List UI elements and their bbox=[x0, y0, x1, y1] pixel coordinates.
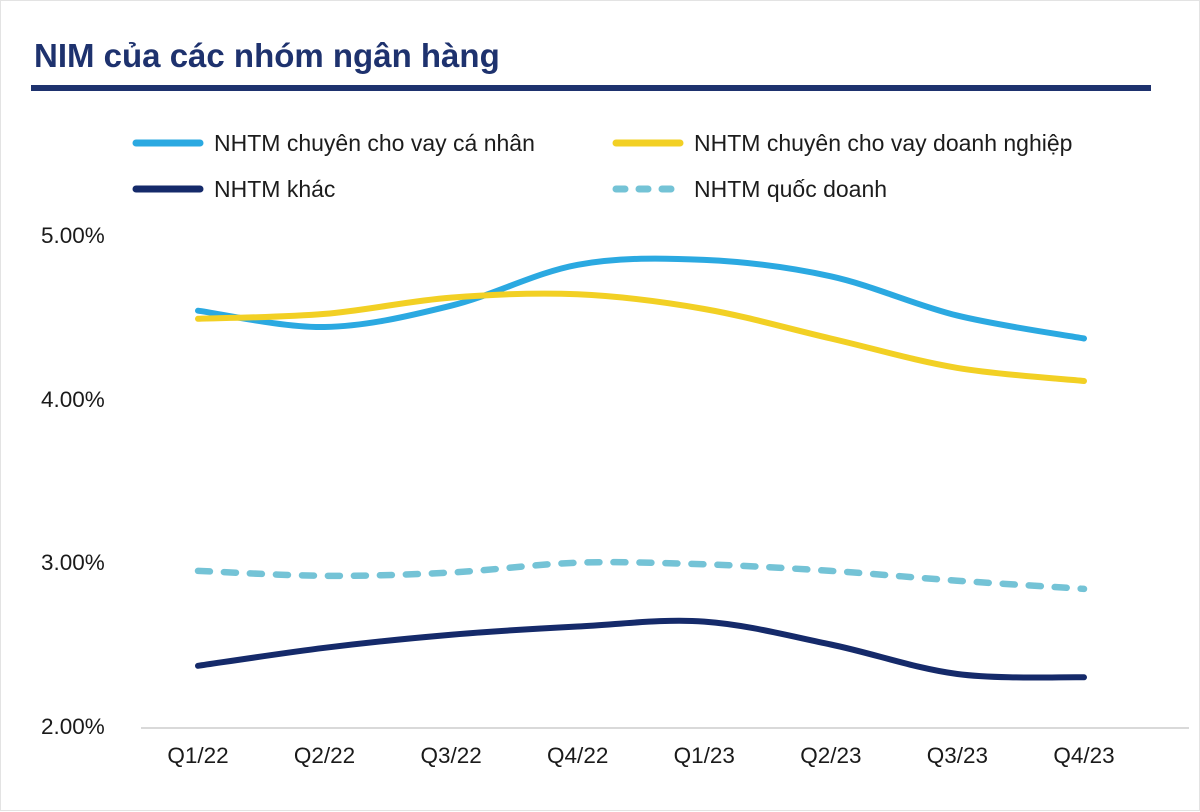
series-line-0 bbox=[195, 255, 1087, 342]
x-tick-label: Q4/23 bbox=[1053, 743, 1115, 768]
y-tick-label: 3.00% bbox=[41, 550, 105, 576]
legend-dashed-line-icon bbox=[612, 185, 684, 193]
legend-label: NHTM khác bbox=[214, 175, 336, 202]
legend-item-doanh-nghiep: NHTM chuyên cho vay doanh nghiệp bbox=[611, 129, 1072, 157]
x-tick-label: Q3/22 bbox=[420, 743, 482, 768]
y-tick-label: 2.00% bbox=[41, 714, 105, 739]
legend-line-icon bbox=[132, 185, 204, 193]
legend-line-icon bbox=[612, 139, 684, 147]
legend-line-icon bbox=[132, 139, 204, 147]
series-line-2 bbox=[195, 617, 1087, 681]
legend-label: NHTM chuyên cho vay cá nhân bbox=[214, 129, 535, 156]
x-tick-label: Q2/22 bbox=[293, 743, 356, 768]
legend-item-khac: NHTM khác bbox=[131, 175, 335, 203]
series-line-1 bbox=[195, 290, 1087, 384]
y-tick-label: 5.00% bbox=[41, 223, 105, 248]
x-tick-label: Q2/23 bbox=[800, 743, 862, 768]
legend-label: NHTM chuyên cho vay doanh nghiệp bbox=[694, 129, 1073, 156]
series-line-3 bbox=[194, 558, 1088, 593]
y-tick-label: 4.00% bbox=[41, 386, 105, 412]
legend-item-ca-nhan: NHTM chuyên cho vay cá nhân bbox=[131, 129, 535, 157]
title-underline bbox=[31, 85, 1151, 91]
x-tick-label: Q4/22 bbox=[547, 743, 609, 768]
x-tick-label: Q3/23 bbox=[926, 743, 989, 768]
page-title: NIM của các nhóm ngân hàng bbox=[34, 37, 500, 74]
legend-label: NHTM quốc doanh bbox=[694, 175, 888, 202]
x-tick-label: Q1/23 bbox=[673, 743, 735, 768]
legend-item-quoc-doanh: NHTM quốc doanh bbox=[611, 175, 887, 203]
x-tick-label: Q1/22 bbox=[167, 743, 229, 768]
